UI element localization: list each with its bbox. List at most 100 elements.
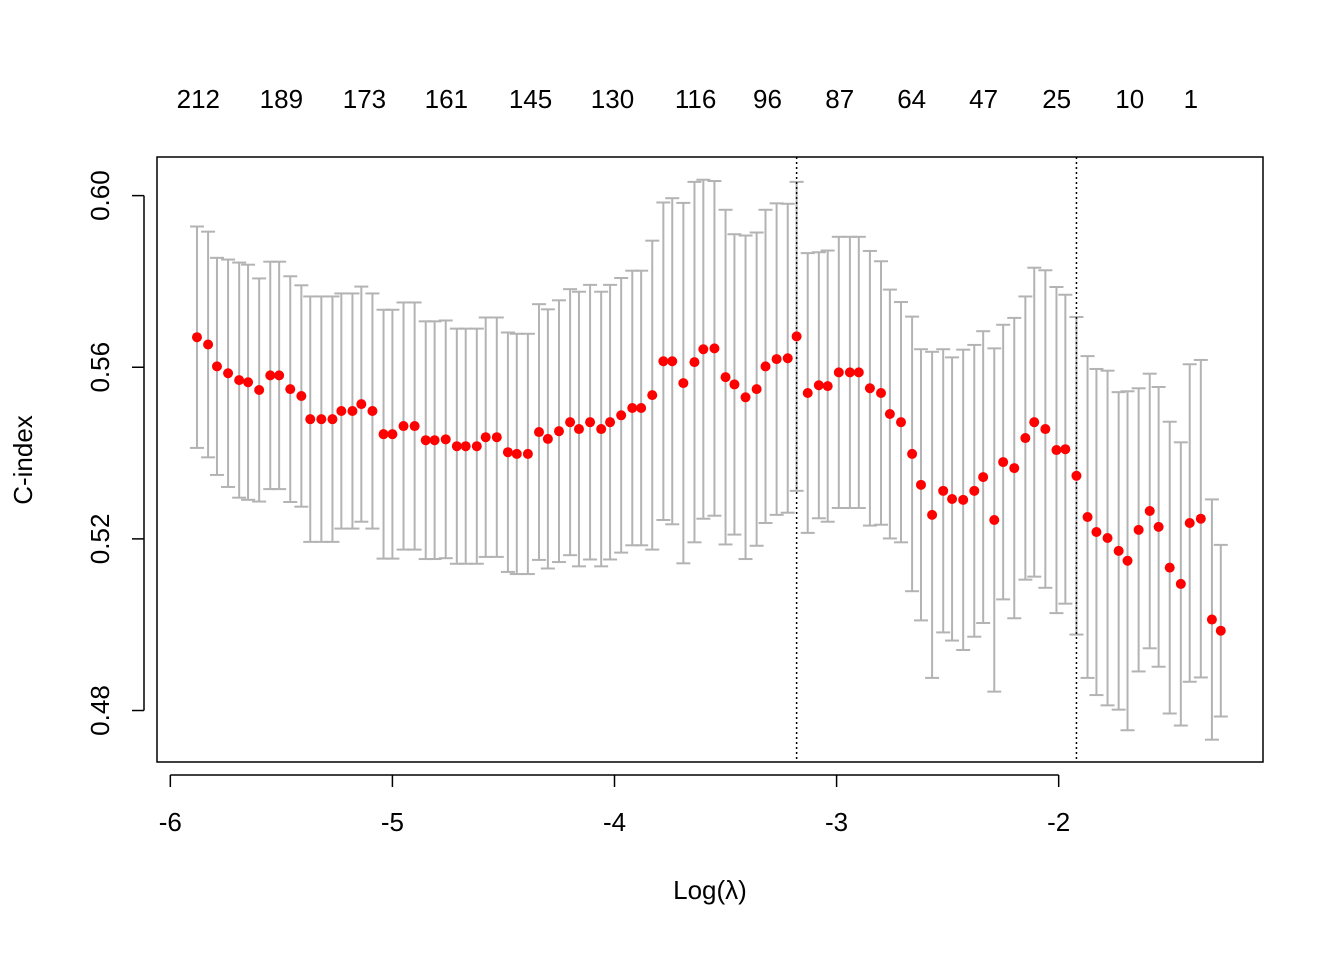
point [667,356,678,367]
point [585,417,596,428]
x-tick-label: -3 [825,807,848,837]
x-tick-label: -4 [603,807,626,837]
point [895,417,906,428]
point [553,426,564,437]
top-axis-label: 145 [509,84,552,114]
point [1082,511,1093,522]
point [864,383,875,394]
point [522,448,533,459]
point [1164,562,1175,573]
point [1020,433,1031,444]
top-axis-label: 212 [177,84,220,114]
point [1195,513,1206,524]
point [907,448,918,459]
point [285,384,296,395]
point [305,414,316,425]
point [378,429,389,440]
top-axis-label: 47 [969,84,998,114]
point [1113,545,1124,556]
y-tick-label: 0.48 [85,685,115,736]
point [833,367,844,378]
point [1215,625,1226,636]
point [1175,578,1186,589]
point [533,427,544,438]
point [751,384,762,395]
point [689,357,700,368]
point [1206,614,1217,625]
point [927,509,938,520]
point [782,353,793,364]
point [542,433,553,444]
point [316,414,327,425]
top-axis-label: 25 [1042,84,1071,114]
top-axis-label: 189 [260,84,303,114]
point [223,368,234,379]
point [989,515,1000,525]
point [440,434,451,445]
point [938,485,949,496]
top-axis-label: 87 [825,84,854,114]
point [813,380,824,391]
point [822,381,833,392]
y-tick-label: 0.52 [85,514,115,565]
x-tick-label: -2 [1047,807,1070,837]
point [234,375,245,386]
top-axis-label: 1 [1184,84,1198,114]
top-axis-label: 173 [343,84,386,114]
point [356,399,367,410]
point [1102,533,1113,544]
point [1071,470,1082,481]
top-axis-label: 116 [675,84,716,114]
point [398,421,409,432]
point [740,392,751,403]
point [1184,518,1195,529]
point [760,361,771,372]
top-axis-label: 130 [591,84,634,114]
top-axis-label: 96 [753,84,782,114]
point [853,367,864,378]
point [802,387,813,398]
plot-box [156,156,1264,763]
point [1051,445,1062,456]
point [420,435,431,446]
point [347,406,358,417]
point [1029,417,1040,428]
point [627,403,638,414]
point [1060,444,1071,455]
point [336,406,347,417]
point [254,384,265,395]
point [596,424,607,435]
point [274,370,285,381]
point [647,390,658,401]
point [491,432,502,443]
point [678,378,689,389]
point [429,435,440,446]
top-axis-label: 64 [897,84,926,114]
point [502,447,513,458]
point [915,479,926,490]
point [998,457,1009,468]
point [511,448,522,459]
point [709,343,720,354]
point [327,414,338,425]
point [978,472,989,483]
point [636,403,647,414]
point [367,406,378,417]
point [387,429,398,440]
point [616,410,627,421]
point [565,417,576,428]
point [573,424,584,435]
x-axis-label: Log(λ) [673,875,747,905]
point [844,367,855,378]
point [1122,555,1133,566]
point [1091,527,1102,538]
y-axis-label: C-index [8,415,38,505]
top-axis-label: 10 [1115,84,1144,114]
point [958,494,969,505]
point [409,421,420,432]
y-tick-label: 0.60 [85,170,115,221]
point [884,409,895,420]
point [1153,521,1164,532]
point [969,485,980,496]
